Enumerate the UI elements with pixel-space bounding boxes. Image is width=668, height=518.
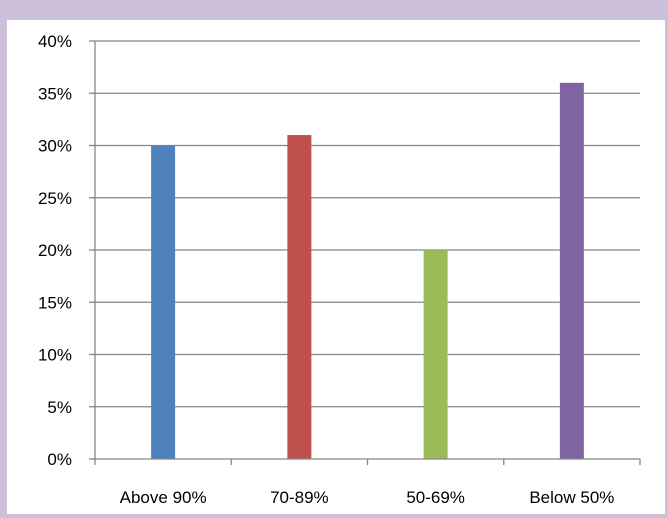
y-tick-label: 35% <box>38 84 72 103</box>
y-tick-label: 10% <box>38 346 72 365</box>
y-tick-label: 20% <box>38 241 72 260</box>
axes <box>89 40 641 465</box>
bar-50-69- <box>423 250 448 459</box>
bars <box>151 82 584 460</box>
x-tick-label: Below 50% <box>529 488 614 507</box>
bar-below-50- <box>559 82 584 460</box>
gridlines <box>95 40 640 408</box>
bar-70-89- <box>287 135 312 460</box>
y-axis-tick-labels: 0% 5% 10% 15% 20% 25% 30% 35% 40% <box>38 32 72 469</box>
x-axis-tick-labels: Above 90% 70-89% 50-69% Below 50% <box>120 488 615 507</box>
x-tick-label: 50-69% <box>406 488 465 507</box>
x-tick-label: 70-89% <box>270 488 329 507</box>
y-tick-label: 0% <box>47 450 72 469</box>
y-tick-label: 30% <box>38 137 72 156</box>
y-tick-label: 40% <box>38 32 72 51</box>
y-tick-label: 15% <box>38 293 72 312</box>
x-tick-label: Above 90% <box>120 488 207 507</box>
y-tick-label: 25% <box>38 189 72 208</box>
y-tick-label: 5% <box>47 398 72 417</box>
bar-above-90- <box>151 145 176 459</box>
